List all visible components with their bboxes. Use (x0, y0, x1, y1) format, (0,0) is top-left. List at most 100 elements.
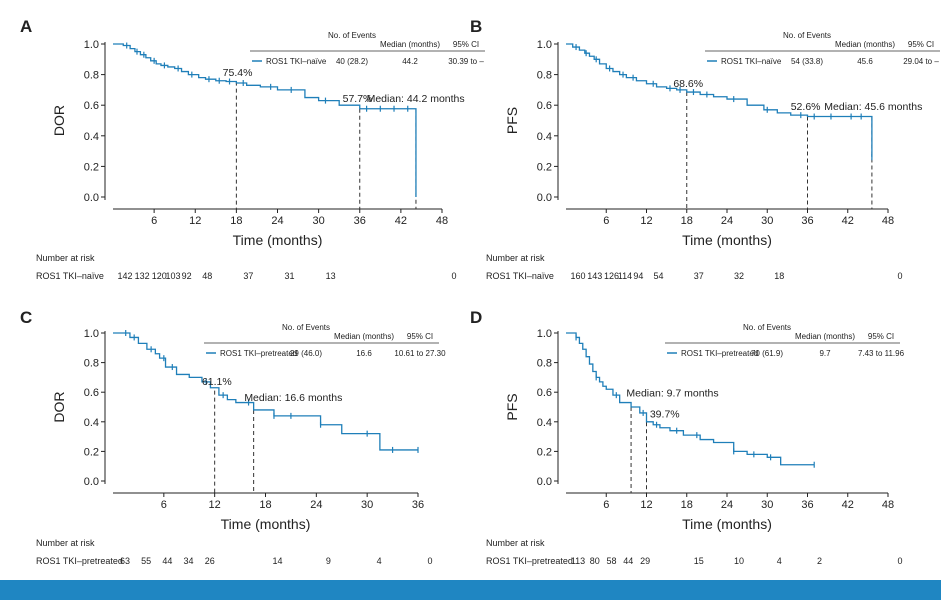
risk-title: Number at risk (486, 538, 545, 548)
risk-count: 120 (152, 271, 167, 281)
panel-label: C (20, 308, 32, 327)
risk-count: 10 (734, 556, 744, 566)
risk-table: Number at risk ROS1 TKI–naïve 142 132 120103… (36, 253, 457, 281)
legend: No. of Events Median (months) 95% CI ROS1 T… (204, 323, 446, 358)
y-tick-label: 1.0 (537, 39, 552, 51)
x-tick-label: 12 (189, 215, 201, 227)
x-tick-label: 30 (313, 215, 325, 227)
annotation: 61.1% (202, 376, 232, 388)
legend-header-ci: 95% CI (407, 332, 433, 341)
risk-count: 15 (694, 556, 704, 566)
km-curve (566, 43, 873, 158)
panel-d: D0.00.20.40.60.81.06 12 18 24 30 36 42 48PFSTim… (470, 308, 905, 566)
legend-ci: 30.39 to – (448, 57, 484, 66)
x-tick-label: 42 (842, 499, 854, 511)
risk-count: 132 (135, 271, 150, 281)
risk-count: 4 (777, 556, 782, 566)
risk-count: 0 (451, 271, 456, 281)
x-tick-label: 42 (395, 215, 407, 227)
risk-count: 142 (117, 271, 132, 281)
annotation: 57.7% (343, 93, 373, 105)
y-tick-label: 0.8 (84, 358, 99, 370)
legend-ci: 10.61 to 27.30 (394, 349, 446, 358)
annotation: 75.4% (223, 67, 253, 79)
km-curve (566, 332, 815, 466)
x-axis-title: Time (months) (233, 232, 323, 248)
y-tick-label: 0.2 (537, 161, 552, 173)
risk-count: 54 (653, 271, 663, 281)
risk-count: 32 (734, 271, 744, 281)
legend-events: 40 (28.2) (336, 57, 368, 66)
risk-count: 80 (590, 556, 600, 566)
panel-a: A 0.0 0.2 0.4 0.6 0.8 1.0 6 12 18 24 30 36 42 48 DOR Tim… (20, 17, 485, 281)
y-axis-title: DOR (51, 391, 67, 422)
x-tick-label: 48 (882, 215, 894, 227)
annotation: 52.6% (791, 101, 821, 113)
x-tick-label: 6 (161, 499, 167, 511)
risk-count: 18 (774, 271, 784, 281)
y-tick-label: 0.2 (84, 446, 99, 458)
legend-series-name: ROS1 TKI–pretreated (220, 349, 297, 358)
legend-header-events: No. of Events (328, 31, 376, 40)
risk-count: 0 (427, 556, 432, 566)
risk-count: 9 (326, 556, 331, 566)
y-tick-label: 0.4 (84, 417, 99, 429)
legend-median: 44.2 (402, 57, 418, 66)
y-axis-title: PFS (504, 393, 520, 420)
risk-count: 58 (607, 556, 617, 566)
y-tick-label: 1.0 (84, 328, 99, 340)
risk-count: 126 (604, 271, 619, 281)
risk-row-label: ROS1 TKI–pretreated (36, 556, 123, 566)
risk-count: 55 (141, 556, 151, 566)
risk-count: 37 (243, 271, 253, 281)
annotation: Median: 9.7 months (626, 388, 718, 400)
risk-count: 94 (633, 271, 643, 281)
legend-header-events: No. of Events (743, 323, 791, 332)
legend-events: 70 (61.9) (751, 349, 783, 358)
risk-title: Number at risk (36, 253, 95, 263)
legend-series-name: ROS1 TKI–pretreated (681, 349, 758, 358)
x-tick-label: 36 (801, 499, 813, 511)
x-tick-label: 24 (721, 499, 733, 511)
footer-bar (0, 580, 941, 600)
y-tick-label: 0.4 (84, 131, 99, 143)
legend-header-events: No. of Events (783, 31, 831, 40)
x-tick-label: 12 (209, 499, 221, 511)
legend-events: 54 (33.8) (791, 57, 823, 66)
x-tick-label: 36 (801, 215, 813, 227)
y-tick-label: 0.6 (537, 387, 552, 399)
x-tick-label: 36 (354, 215, 366, 227)
annotation: Median: 45.6 months (824, 101, 922, 113)
risk-count: 13 (326, 271, 336, 281)
x-tick-label: 30 (761, 215, 773, 227)
legend-median: 45.6 (857, 57, 873, 66)
risk-count: 0 (897, 556, 902, 566)
y-tick-label: 0.6 (84, 387, 99, 399)
legend-header-median: Median (months) (380, 40, 440, 49)
y-tick-label: 0.6 (537, 100, 552, 112)
y-tick-label: 0.0 (537, 192, 552, 204)
risk-count: 103 (165, 271, 180, 281)
risk-title: Number at risk (36, 538, 95, 548)
annotation: 68.6% (673, 78, 703, 90)
legend: No. of Events Median (months) 95% CI ROS1 T… (705, 31, 940, 66)
legend-header-events: No. of Events (282, 323, 330, 332)
x-tick-label: 24 (721, 215, 733, 227)
x-tick-label: 18 (681, 499, 693, 511)
risk-row-label: ROS1 TKI–naïve (36, 271, 104, 281)
x-tick-label: 18 (681, 215, 693, 227)
risk-count: 114 (618, 271, 632, 281)
risk-count: 34 (184, 556, 194, 566)
x-tick-label: 24 (310, 499, 322, 511)
legend-ci: 29.04 to – (903, 57, 939, 66)
x-tick-label: 30 (761, 499, 773, 511)
y-tick-label: 1.0 (537, 328, 552, 340)
legend-header-ci: 95% CI (868, 332, 894, 341)
y-tick-label: 0.8 (537, 70, 552, 82)
x-axis-title: Time (months) (221, 516, 311, 532)
risk-row-label: ROS1 TKI–pretreated (486, 556, 573, 566)
x-tick-label: 24 (271, 215, 283, 227)
risk-count: 44 (162, 556, 172, 566)
x-tick-label: 18 (259, 499, 271, 511)
